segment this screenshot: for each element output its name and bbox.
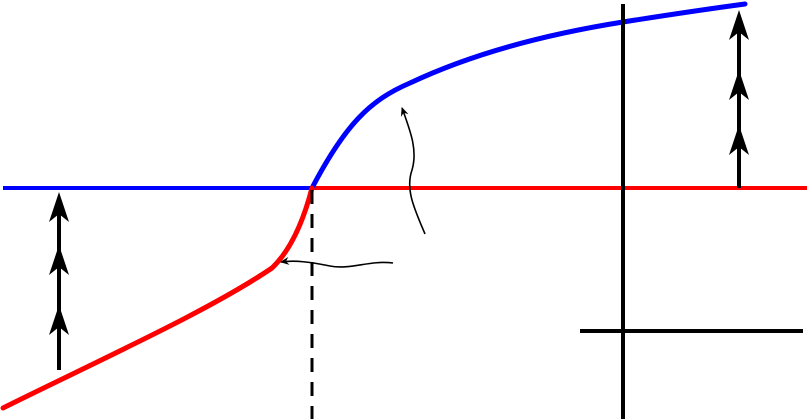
pointer-arrow-to-blue-curve [400,107,426,235]
red-curve [0,185,315,411]
blue-curve [309,1,748,191]
pointer-arrow-to-red-curve [280,256,394,268]
left-triple-arrow [49,192,69,370]
right-triple-arrow [729,10,749,188]
